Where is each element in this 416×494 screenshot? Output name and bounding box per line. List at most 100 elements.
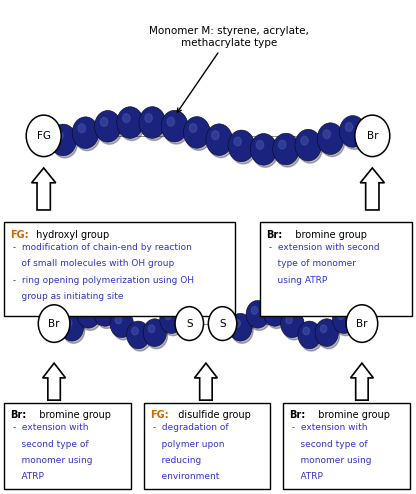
Text: bromine group: bromine group xyxy=(289,230,367,240)
Circle shape xyxy=(186,121,211,150)
Circle shape xyxy=(143,319,166,346)
Circle shape xyxy=(115,316,122,324)
Circle shape xyxy=(183,117,210,148)
Text: FG:: FG: xyxy=(150,410,168,420)
Circle shape xyxy=(117,107,144,138)
FancyBboxPatch shape xyxy=(4,222,235,316)
Circle shape xyxy=(301,136,308,145)
FancyBboxPatch shape xyxy=(4,403,131,489)
Circle shape xyxy=(189,124,197,132)
Circle shape xyxy=(163,114,189,144)
Text: -  extension with second: - extension with second xyxy=(266,243,380,252)
Circle shape xyxy=(208,307,237,340)
FancyBboxPatch shape xyxy=(260,222,412,316)
Circle shape xyxy=(250,133,277,165)
Text: Br: Br xyxy=(356,319,368,329)
Text: Br:: Br: xyxy=(266,230,282,240)
Circle shape xyxy=(162,309,184,336)
Text: Br: Br xyxy=(366,131,378,141)
Text: -  ring opening polymerization using OH: - ring opening polymerization using OH xyxy=(10,276,194,285)
Text: polymer upon: polymer upon xyxy=(150,440,224,449)
Circle shape xyxy=(145,114,152,123)
Circle shape xyxy=(99,305,105,312)
Circle shape xyxy=(317,323,339,349)
Polygon shape xyxy=(360,168,384,210)
Text: environment: environment xyxy=(150,472,219,481)
Circle shape xyxy=(50,124,77,156)
Circle shape xyxy=(337,312,344,320)
Polygon shape xyxy=(32,168,56,210)
Polygon shape xyxy=(351,363,374,400)
FancyBboxPatch shape xyxy=(144,403,270,489)
Text: -  extension with: - extension with xyxy=(289,423,368,432)
Circle shape xyxy=(165,312,171,320)
Circle shape xyxy=(234,320,240,327)
Circle shape xyxy=(355,115,390,157)
Circle shape xyxy=(230,134,256,164)
Circle shape xyxy=(175,307,203,340)
Circle shape xyxy=(62,317,85,343)
Circle shape xyxy=(160,306,183,333)
Circle shape xyxy=(275,137,300,167)
Circle shape xyxy=(323,130,330,139)
Circle shape xyxy=(300,325,322,351)
Circle shape xyxy=(65,320,72,327)
Circle shape xyxy=(251,307,258,314)
Circle shape xyxy=(72,117,99,149)
Circle shape xyxy=(283,314,305,340)
Circle shape xyxy=(345,123,353,131)
Circle shape xyxy=(78,124,86,133)
Circle shape xyxy=(332,306,356,333)
Text: using ATRP: using ATRP xyxy=(266,276,327,285)
Text: monomer using: monomer using xyxy=(10,456,93,465)
Circle shape xyxy=(246,300,270,328)
Circle shape xyxy=(52,128,77,158)
Circle shape xyxy=(208,127,233,158)
Circle shape xyxy=(100,118,108,126)
Circle shape xyxy=(298,321,321,349)
Circle shape xyxy=(268,305,275,312)
Text: Monomer M: styrene, acrylate,
methacrylate type: Monomer M: styrene, acrylate, methacryla… xyxy=(149,26,309,113)
Circle shape xyxy=(146,323,168,349)
Text: -  degradation of: - degradation of xyxy=(150,423,228,432)
Text: S: S xyxy=(219,319,226,329)
Text: ATRP: ATRP xyxy=(10,472,44,481)
Circle shape xyxy=(248,304,270,330)
Text: type of monomer: type of monomer xyxy=(266,259,356,268)
Circle shape xyxy=(272,133,299,165)
Circle shape xyxy=(26,115,61,157)
Text: FG:: FG: xyxy=(10,230,29,240)
Circle shape xyxy=(342,120,367,149)
Circle shape xyxy=(280,310,304,337)
Text: ATRP: ATRP xyxy=(289,472,323,481)
Text: monomer using: monomer using xyxy=(289,456,371,465)
Circle shape xyxy=(141,111,167,140)
FancyBboxPatch shape xyxy=(283,403,410,489)
Circle shape xyxy=(56,131,63,140)
Circle shape xyxy=(129,325,151,351)
Text: -  extension with: - extension with xyxy=(10,423,89,432)
Circle shape xyxy=(334,309,357,336)
Circle shape xyxy=(38,305,70,342)
Circle shape xyxy=(212,131,219,140)
Circle shape xyxy=(317,123,344,155)
Circle shape xyxy=(132,327,138,335)
Circle shape xyxy=(206,124,233,156)
Circle shape xyxy=(110,310,134,337)
Circle shape xyxy=(265,302,288,329)
Circle shape xyxy=(123,114,130,123)
Circle shape xyxy=(256,140,264,149)
Text: of small molecules with OH group: of small molecules with OH group xyxy=(10,259,175,268)
Circle shape xyxy=(60,313,84,341)
Circle shape xyxy=(346,305,378,342)
Circle shape xyxy=(339,116,366,147)
Text: bromine group: bromine group xyxy=(312,410,390,420)
Circle shape xyxy=(96,302,118,329)
Circle shape xyxy=(228,130,255,162)
Circle shape xyxy=(79,304,101,330)
Text: second type of: second type of xyxy=(289,440,368,449)
Circle shape xyxy=(253,137,278,167)
Circle shape xyxy=(139,107,166,138)
Circle shape xyxy=(297,133,322,163)
Text: hydroxyl group: hydroxyl group xyxy=(33,230,109,240)
